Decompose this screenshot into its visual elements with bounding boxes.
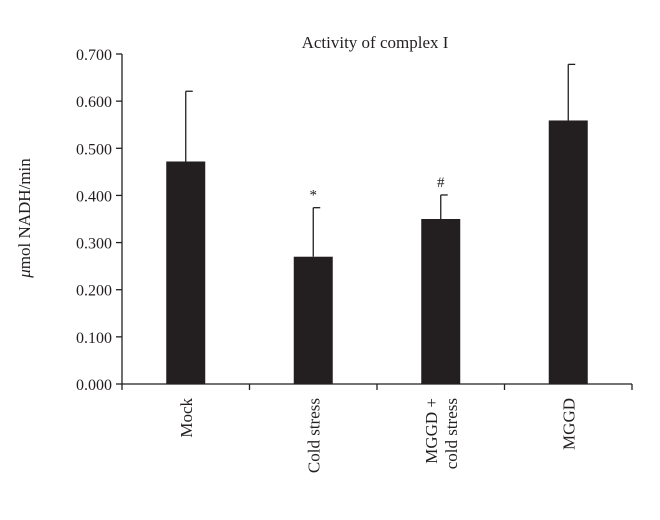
bar — [548, 120, 588, 384]
y-axis-label: μmol NADH/min — [15, 158, 34, 279]
axes: 0.000 0.100 0.200 0.300 0.400 0.500 0.600 0.700 — [76, 47, 633, 394]
y-tick-label: 0.500 — [76, 141, 112, 158]
chart-title: Activity of complex I — [302, 33, 449, 52]
bars: *# — [166, 63, 588, 384]
x-tick-label-line: cold stress — [442, 398, 461, 469]
bar — [293, 256, 333, 384]
x-tick-label-line: Mock — [177, 398, 196, 438]
x-tick-label-line: Cold stress — [304, 398, 323, 473]
y-tick-label: 0.400 — [76, 188, 112, 205]
x-tick-label: Cold stress — [304, 398, 323, 473]
y-tick-label: 0.600 — [76, 94, 112, 111]
bar — [421, 219, 461, 384]
significance-marker: # — [437, 175, 445, 191]
x-tick-label: MGGD — [559, 398, 578, 450]
bar — [166, 161, 206, 384]
significance-marker: * — [310, 188, 318, 204]
y-tick-label: 0.000 — [76, 377, 112, 394]
y-axis-label-prefix: μ — [15, 269, 34, 279]
x-tick-label-line: MGGD — [559, 398, 578, 450]
y-tick-label: 0.300 — [76, 236, 112, 253]
x-tick-label: Mock — [177, 398, 196, 438]
x-tick-label-line: MGGD + — [422, 398, 441, 464]
x-tick-label: MGGD +cold stress — [422, 398, 461, 469]
x-tick-labels: Mock Cold stress MGGD +cold stress MGGD — [177, 398, 579, 474]
y-axis-label-text: mol NADH/min — [15, 158, 34, 269]
y-tick-label: 0.200 — [76, 283, 112, 300]
y-tick-label: 0.700 — [76, 47, 112, 64]
y-tick-label: 0.100 — [76, 330, 112, 347]
